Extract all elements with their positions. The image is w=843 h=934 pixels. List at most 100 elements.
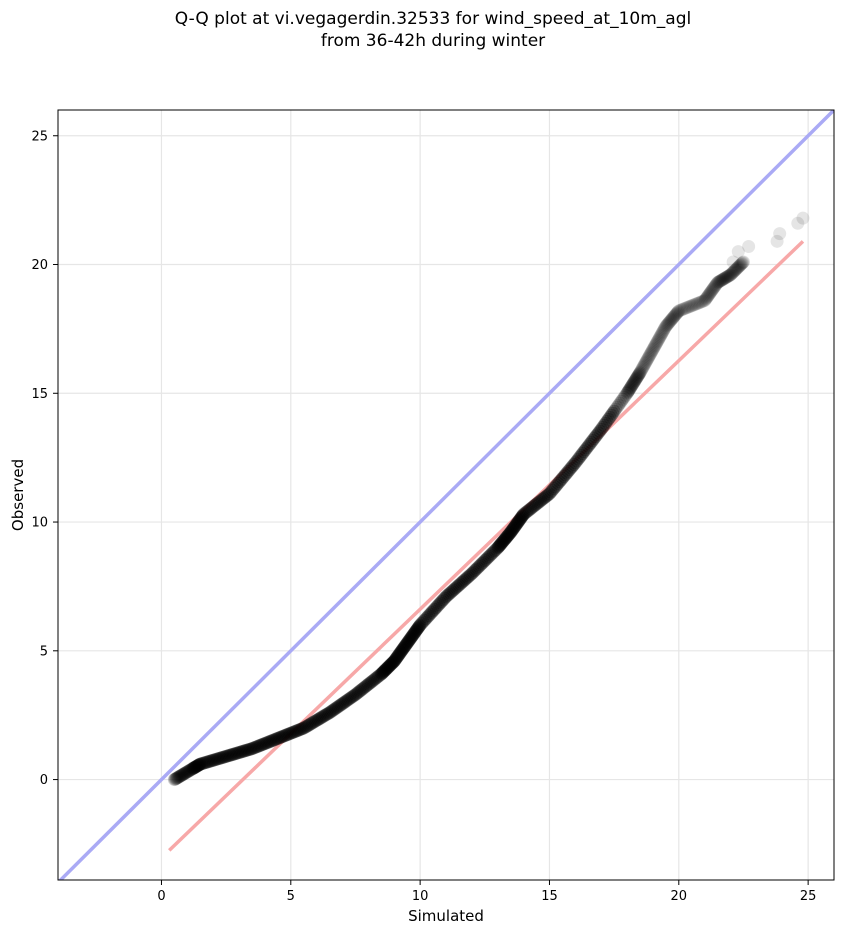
data-point xyxy=(351,685,365,699)
data-point xyxy=(343,692,357,706)
data-point xyxy=(229,746,243,760)
data-point xyxy=(644,345,658,359)
data-point xyxy=(252,739,266,753)
data-point xyxy=(711,275,725,289)
data-point xyxy=(314,711,328,725)
data-point xyxy=(663,314,677,328)
identity-line xyxy=(58,110,834,880)
data-point xyxy=(504,525,518,539)
data-point xyxy=(404,631,418,645)
data-point xyxy=(545,483,559,497)
data-point xyxy=(193,757,207,771)
data-point xyxy=(660,318,674,332)
data-point xyxy=(377,664,391,678)
data-point xyxy=(561,464,575,478)
data-point xyxy=(373,668,387,682)
data-point xyxy=(712,275,726,289)
data-point xyxy=(425,605,439,619)
data-point xyxy=(356,682,370,696)
data-point xyxy=(607,404,621,418)
data-point xyxy=(570,454,584,468)
data-point xyxy=(392,648,406,662)
data-point xyxy=(261,735,275,749)
data-point xyxy=(716,273,730,287)
data-point xyxy=(713,274,727,288)
data-point xyxy=(364,675,378,689)
data-point xyxy=(512,513,526,527)
data-point xyxy=(685,299,699,313)
data-point xyxy=(631,369,645,383)
data-point xyxy=(308,714,322,728)
data-point xyxy=(188,760,202,774)
data-point xyxy=(655,327,669,341)
data-point xyxy=(505,523,519,537)
data-point xyxy=(499,531,513,545)
data-point xyxy=(402,633,416,647)
data-point xyxy=(325,704,339,718)
data-point xyxy=(494,537,508,551)
data-point xyxy=(616,392,630,406)
data-point xyxy=(268,733,282,747)
data-point xyxy=(341,693,355,707)
data-point xyxy=(721,269,735,283)
data-point xyxy=(396,642,410,656)
data-point xyxy=(525,500,539,514)
data-point xyxy=(384,658,398,672)
data-point xyxy=(407,627,421,641)
data-point xyxy=(172,770,186,784)
data-point xyxy=(496,535,510,549)
data-point xyxy=(185,762,199,776)
data-point xyxy=(267,733,281,747)
data-point xyxy=(514,510,528,524)
data-point xyxy=(361,677,375,691)
data-point xyxy=(553,475,567,489)
data-point xyxy=(443,586,457,600)
data-point xyxy=(695,295,709,309)
data-point xyxy=(646,342,660,356)
data-point xyxy=(488,544,502,558)
data-point xyxy=(419,612,433,626)
data-point xyxy=(235,745,249,759)
data-point xyxy=(731,260,745,274)
data-point xyxy=(200,755,214,769)
data-point xyxy=(493,538,507,552)
data-point xyxy=(435,594,449,608)
data-point xyxy=(659,319,673,333)
data-point xyxy=(509,517,523,531)
data-point xyxy=(255,738,269,752)
x-tick-label: 10 xyxy=(412,889,429,904)
data-point xyxy=(726,266,740,280)
data-point xyxy=(641,352,655,366)
data-point xyxy=(540,489,554,503)
data-point xyxy=(455,576,469,590)
data-point xyxy=(623,382,637,396)
data-point xyxy=(510,516,524,530)
y-tick-label: 5 xyxy=(40,644,48,659)
data-point xyxy=(514,511,528,525)
data-point xyxy=(538,490,552,504)
data-point xyxy=(710,277,724,291)
data-point xyxy=(701,289,715,303)
data-point xyxy=(721,270,735,284)
data-point xyxy=(568,456,582,470)
data-point xyxy=(282,727,296,741)
data-point xyxy=(196,756,210,770)
data-point xyxy=(791,216,805,230)
data-point xyxy=(446,583,460,597)
data-point xyxy=(173,769,187,783)
x-tick-label: 25 xyxy=(800,889,817,904)
data-point xyxy=(513,512,527,526)
data-point xyxy=(702,288,716,302)
data-point xyxy=(175,768,189,782)
data-point xyxy=(508,519,522,533)
data-point xyxy=(449,581,463,595)
data-point xyxy=(714,273,728,287)
data-point xyxy=(426,604,440,618)
data-point xyxy=(350,686,364,700)
data-point xyxy=(376,665,390,679)
data-point xyxy=(379,663,393,677)
data-point xyxy=(336,697,350,711)
data-point xyxy=(643,348,657,362)
x-tick-label: 15 xyxy=(541,889,558,904)
data-point xyxy=(666,311,680,325)
